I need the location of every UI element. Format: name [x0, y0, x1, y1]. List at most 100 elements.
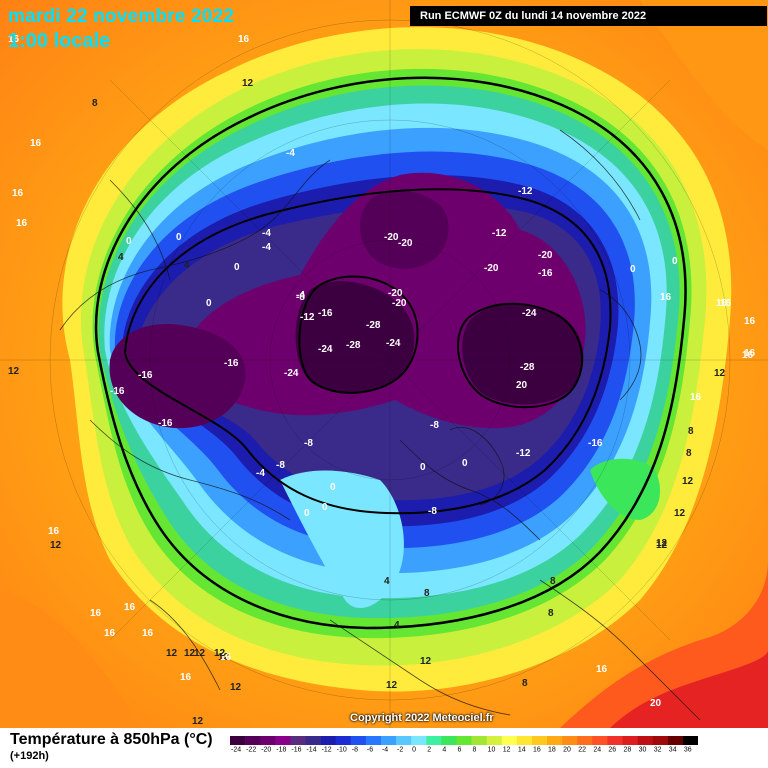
green-tongue-east [590, 458, 660, 520]
isotherm-label: -4 [262, 242, 271, 253]
variable-title: Température à 850hPa (°C) [10, 731, 213, 748]
legend-label: -18 [276, 747, 286, 753]
legend-swatch [260, 736, 276, 745]
isotherm-label: -16 [224, 358, 239, 369]
isotherm-label: -12 [300, 312, 315, 323]
isotherm-label: 12 [674, 508, 686, 519]
legend-label: 18 [548, 747, 556, 753]
isotherm-label: 20 [650, 698, 662, 709]
isotherm-label: 8 [686, 448, 692, 459]
isotherm-label: 16 [104, 628, 116, 639]
legend-label: 16 [533, 747, 541, 753]
isotherm-label: 12 [166, 648, 178, 659]
isotherm-label: 16 [238, 34, 250, 45]
forecast-time: 1:00 locale [8, 30, 111, 52]
isotherm-label: 0 [126, 236, 132, 247]
isotherm-label: -8 [428, 506, 437, 517]
legend-swatch [501, 736, 518, 745]
legend-label: 34 [669, 747, 677, 753]
legend-swatch [592, 736, 608, 745]
legend-label: -20 [261, 747, 271, 753]
isotherm-label: 8 [92, 98, 98, 109]
isotherm-label: -24 [386, 338, 401, 349]
isotherm-label: 12 [184, 648, 196, 659]
legend-label: 24 [593, 747, 601, 753]
isotherm-label: -20 [398, 238, 413, 249]
legend-label: 14 [518, 747, 526, 753]
legend-swatch [396, 736, 412, 745]
legend-label: 8 [473, 747, 477, 753]
legend-label: 4 [442, 747, 446, 753]
legend-swatch [577, 736, 593, 745]
legend-label: 36 [684, 747, 692, 753]
isotherm-label: -12 [492, 228, 507, 239]
isotherm-label: 12 [656, 538, 668, 549]
legend-label: 28 [624, 747, 632, 753]
isotherm-label: -24 [318, 344, 333, 355]
graticule [0, 0, 768, 728]
legend-swatch [245, 736, 261, 745]
legend-label: 2 [427, 747, 431, 753]
deep-purple-east [462, 303, 584, 405]
isotherm-label: 16 [744, 348, 756, 359]
color-legend: -24 -22 -20 -18 -16 -14 -12 -10 -8 -6 -4 -2 0 2 4 6 8 10 1… [230, 736, 698, 752]
legend-swatch [516, 736, 533, 745]
isotherm-label: 16 [660, 292, 672, 303]
legend-label: -22 [246, 747, 256, 753]
legend-label: -24 [231, 747, 241, 753]
isotherm-label: 16 [90, 608, 102, 619]
isotherm-label: -28 [346, 340, 361, 351]
copyright: Copyright 2022 Meteociel.fr [350, 712, 494, 724]
legend-swatch [305, 736, 321, 745]
isotherm-label: 12 [386, 680, 398, 691]
isotherm-label: 4 [184, 260, 190, 271]
legend-label: 6 [457, 747, 461, 753]
isotherm-label: 16 [716, 298, 728, 309]
isotherm-label: 16 [596, 664, 608, 675]
isotherm-label: -16 [138, 370, 153, 381]
isotherm-label: 16 [12, 188, 24, 199]
isotherm-label: -20 [538, 250, 553, 261]
deep-purple-north [359, 190, 449, 269]
isotherm-label: -4 [262, 228, 271, 239]
isotherm-label: -4 [256, 468, 265, 479]
isotherm-label: 12 [8, 366, 20, 377]
isotherm-label: 0 [330, 482, 336, 493]
legend-label: -12 [322, 747, 332, 753]
legend-swatch [562, 736, 578, 745]
contour-minus-sixteen [123, 188, 612, 515]
legend-swatch [275, 736, 291, 745]
isotherm-label: 16 [124, 602, 136, 613]
warm-zone-ne [640, 0, 768, 150]
isotherm-label: -8 [296, 292, 305, 303]
legend-label: 12 [503, 747, 511, 753]
legend-swatch [290, 736, 306, 745]
legend-label: 32 [654, 747, 662, 753]
legend-label: 22 [578, 747, 586, 753]
isotherm-label: -20 [388, 288, 403, 299]
isotherm-label: 16 [690, 392, 702, 403]
isotherm-label: 4 [118, 252, 124, 263]
isotherm-label: 12 [218, 652, 230, 663]
isotherm-label: 12 [194, 648, 206, 659]
isotherm-label: 0 [630, 264, 636, 275]
isotherm-label: 0 [462, 458, 468, 469]
legend-swatch [652, 736, 669, 745]
legend-swatch [320, 736, 336, 745]
isotherm-label: 0 [176, 232, 182, 243]
legend-label: 20 [563, 747, 571, 753]
legend-swatch [486, 736, 503, 745]
isotherm-label: 8 [522, 678, 528, 689]
hot-zone-sw [0, 590, 140, 728]
isotherm-label: 8 [688, 426, 694, 437]
legend-swatch [411, 736, 427, 745]
legend-swatch [531, 736, 548, 745]
isotherm-label: -12 [518, 186, 533, 197]
isotherm-label: 0 [234, 262, 240, 273]
isotherm-label: -16 [158, 418, 173, 429]
coastlines [59, 129, 701, 721]
isotherm-label: -12 [516, 448, 531, 459]
isotherm-label: 4 [384, 576, 390, 587]
